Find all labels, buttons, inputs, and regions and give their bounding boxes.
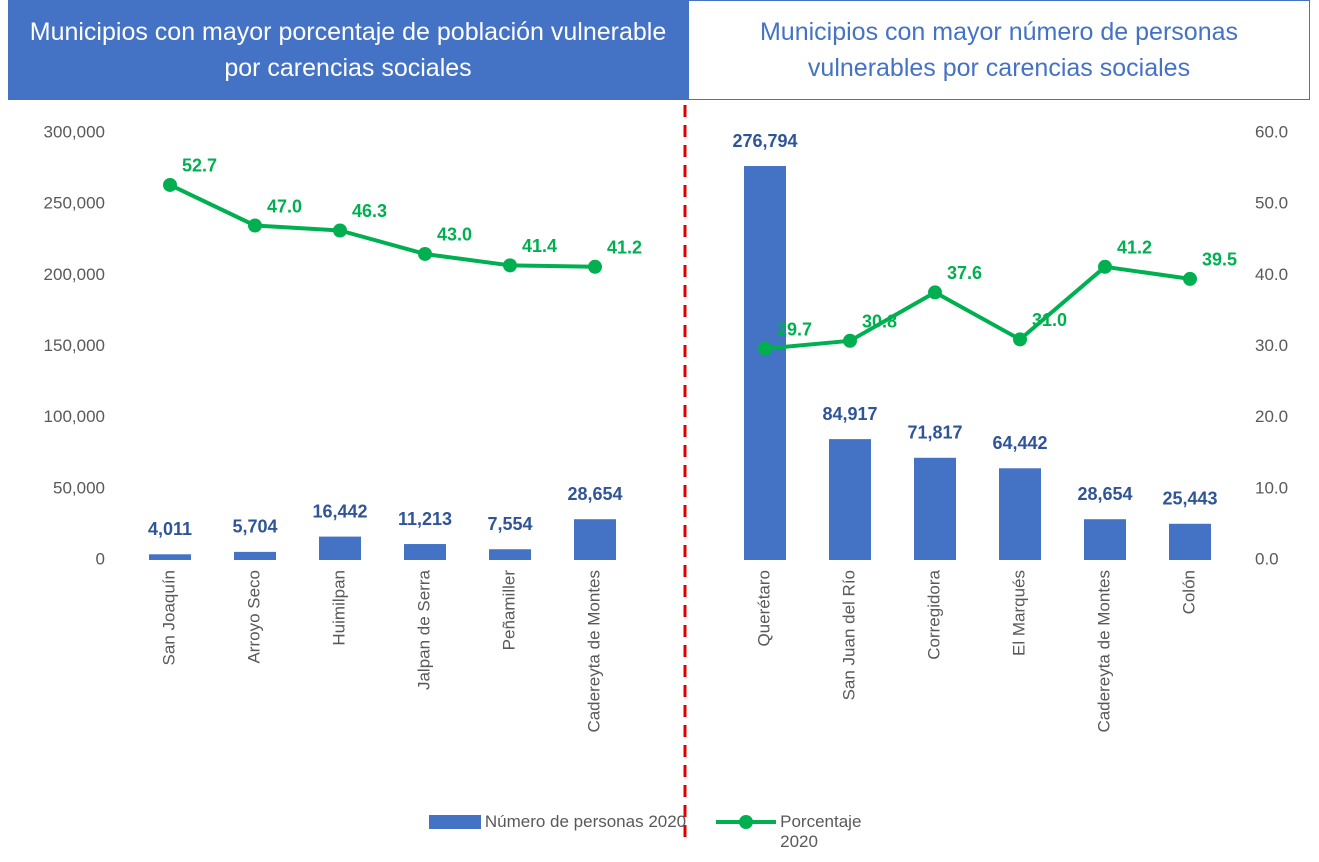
x-tick-label: San Juan del Río [839, 570, 858, 700]
line-marker [333, 223, 347, 238]
bar [404, 544, 446, 560]
bar [489, 549, 531, 560]
legend: Número de personas 2020 Porcentaje 2020 [0, 812, 1319, 852]
line-marker [588, 259, 602, 274]
line-label: 31.0 [1032, 310, 1067, 330]
line-label: 37.6 [947, 263, 982, 283]
line-label: 47.0 [267, 196, 302, 216]
bar-label: 71,817 [907, 423, 962, 443]
line-marker [163, 177, 177, 192]
legend-marker [739, 815, 754, 829]
y-tick-label: 150,000 [44, 336, 105, 355]
legend-swatch [716, 815, 777, 829]
line [169, 183, 1191, 351]
x-tick-label: Arroyo Seco [244, 570, 263, 664]
legend-label: Número de personas 2020 [484, 812, 687, 831]
bar-label: 16,442 [312, 501, 367, 521]
line-marker [1183, 271, 1197, 286]
line-label: 52.7 [182, 156, 217, 176]
bar [1084, 519, 1126, 560]
bar [999, 468, 1041, 560]
line-marker [1013, 332, 1027, 347]
y-tick-label: 250,000 [44, 194, 105, 213]
line-marker [503, 258, 517, 273]
bar [319, 536, 361, 560]
line-marker [1098, 259, 1112, 274]
bar-label: 28,654 [1077, 484, 1132, 504]
bar-label: 84,917 [822, 404, 877, 424]
x-tick-label: Cadereyta de Montes [584, 570, 603, 733]
line-label: 30.8 [862, 312, 897, 332]
y-tick-label: 0 [96, 549, 105, 568]
y-tick-label: 50,000 [53, 478, 105, 497]
x-tick-label: Corregidora [924, 569, 943, 659]
line-label: 39.5 [1202, 250, 1237, 270]
y-tick-label: 200,000 [44, 265, 105, 284]
x-tick-label: Colón [1179, 570, 1198, 614]
y2-tick-label: 0.0 [1255, 549, 1279, 568]
bar [574, 519, 616, 560]
line-label: 29.7 [777, 319, 812, 339]
line-marker [248, 218, 262, 233]
x-tick-label: Cadereyta de Montes [1094, 570, 1113, 733]
legend-item: Porcentaje 2020 [716, 812, 890, 852]
line-label: 41.2 [607, 238, 642, 258]
x-tick-label: San Joaquín [159, 570, 178, 665]
header-left: Municipios con mayor porcentaje de pobla… [8, 0, 688, 100]
bar-label: 4,011 [148, 519, 192, 539]
bar [1169, 523, 1211, 560]
line-marker [758, 341, 772, 356]
line-marker [843, 333, 857, 348]
y2-tick-label: 10.0 [1255, 478, 1288, 497]
legend-swatch [428, 815, 481, 829]
bar-label: 28,654 [567, 484, 622, 504]
bar [744, 166, 786, 560]
y2-tick-label: 60.0 [1255, 122, 1288, 141]
line-label: 41.4 [522, 236, 557, 256]
y2-tick-label: 40.0 [1255, 265, 1288, 284]
bar-label: 11,213 [398, 509, 452, 529]
y2-tick-label: 30.0 [1255, 336, 1288, 355]
bar-label: 5,704 [232, 517, 277, 537]
y-tick-label: 100,000 [44, 407, 105, 426]
bar-label: 7,554 [487, 514, 532, 534]
bar [914, 457, 956, 560]
legend-rect [428, 815, 481, 829]
x-tick-label: Querétaro [754, 570, 773, 647]
x-tick-label: El Marqués [1009, 570, 1028, 656]
line-label: 43.0 [437, 225, 472, 245]
y2-tick-label: 20.0 [1255, 407, 1288, 426]
line-marker [928, 285, 942, 300]
x-tick-label: Jalpan de Serra [414, 569, 433, 690]
x-tick-label: Peñamiller [499, 570, 518, 651]
line-label: 46.3 [352, 201, 387, 221]
bar-label: 25,443 [1162, 489, 1217, 509]
y-tick-label: 300,000 [44, 122, 105, 141]
bar-label: 276,794 [732, 131, 797, 151]
x-tick-label: Huimilpan [329, 570, 348, 646]
bar [829, 439, 871, 560]
bar [234, 551, 276, 560]
legend-item: Número de personas 2020 [428, 812, 687, 852]
legend-label: Porcentaje 2020 [780, 812, 862, 851]
bar [149, 554, 191, 560]
line-marker [418, 246, 432, 261]
line-label: 41.2 [1117, 238, 1152, 258]
bar-label: 64,442 [992, 433, 1047, 453]
y2-tick-label: 50.0 [1255, 194, 1288, 213]
header-right: Municipios con mayor número de personas … [688, 0, 1310, 100]
